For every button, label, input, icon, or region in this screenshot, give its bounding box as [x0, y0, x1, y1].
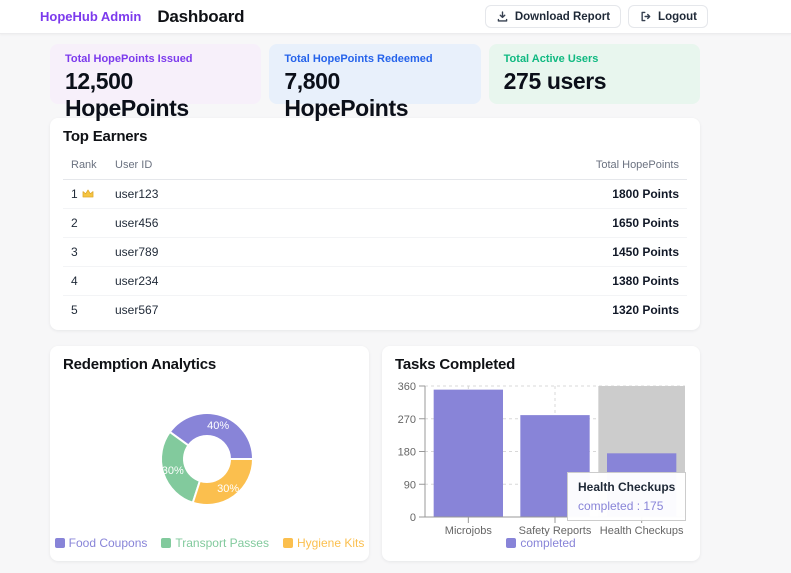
x-axis-label-health-checkups: Health Checkups: [600, 525, 684, 536]
points-cell: 1380 Points: [324, 266, 687, 296]
stat-label: Total HopePoints Issued: [65, 53, 193, 65]
column-user-id: User ID: [107, 150, 325, 180]
legend-swatch: [54, 538, 65, 548]
points-cell: 1800 Points: [324, 179, 687, 209]
pie-slice-food-coupons[interactable]: [168, 412, 254, 460]
charts-row: Redemption Analytics 40% 30% 30% Food Coup…: [50, 346, 700, 561]
stat-card-total-hopepoints-redeemed: Total HopePoints Redeemed 7,800 HopePoint…: [269, 44, 481, 121]
y-axis-tick-label: 90: [404, 479, 416, 491]
logout-button[interactable]: Logout: [628, 5, 708, 28]
rank-cell: 4: [63, 266, 107, 296]
legend-swatch: [506, 538, 517, 548]
user-id-cell: user123: [107, 179, 325, 209]
main-content: Total HopePoints Issued 12,500 HopePoints…: [50, 44, 700, 561]
points-cell: 1450 Points: [324, 237, 687, 267]
top-earners-table: Rank User ID Total HopePoints 1 user123 18…: [63, 150, 687, 324]
y-axis-tick-label: 180: [398, 447, 416, 459]
brand-title: HopeHub Admin: [40, 9, 142, 24]
pie-slice-transport-passes[interactable]: [160, 430, 201, 504]
table-row: 2 user456 1650 Points: [63, 208, 687, 238]
stat-label: Total Active Users: [503, 53, 599, 65]
legend-item-completed: completed: [506, 536, 576, 550]
chart-tooltip: Health Checkups completed : 175: [567, 472, 687, 521]
download-icon: [496, 10, 509, 23]
stat-value: 12,500 HopePoints: [65, 68, 189, 121]
redemption-analytics-panel: Redemption Analytics 40% 30% 30% Food Coup…: [50, 346, 369, 561]
stats-row: Total HopePoints Issued 12,500 HopePoints…: [50, 44, 700, 121]
legend-item-transport-passes: Transport Passes: [161, 536, 269, 550]
pie-value-label: 30%: [217, 483, 239, 495]
pie-value-label: 40%: [207, 420, 229, 432]
rank-cell: 2: [63, 208, 107, 238]
stat-value: 7,800 HopePoints: [284, 68, 409, 121]
stat-card-total-active-users: Total Active Users 275 users: [488, 44, 700, 104]
points-cell: 1320 Points: [612, 303, 679, 317]
column-total-hopepoints: Total HopePoints: [324, 150, 687, 180]
table-row: 4 user234 1380 Points: [63, 266, 687, 296]
tasks-completed-panel: Tasks Completed 0 90 180 270 360 Microjobs Saf…: [382, 346, 700, 561]
table-header-row: Rank User ID Total HopePoints: [63, 150, 687, 180]
stat-value: 275 users: [503, 68, 607, 94]
legend-swatch: [161, 538, 172, 548]
stat-label: Total HopePoints Redeemed: [284, 53, 433, 65]
tooltip-value: completed : 175: [578, 499, 664, 513]
legend-swatch: [282, 538, 293, 548]
table-row: 5 user567 1320 Points: [63, 296, 687, 325]
legend-item-hygiene-kits: Hygiene Kits: [282, 536, 364, 550]
top-earners-panel: Top Earners Rank User ID Total HopePoint…: [50, 118, 700, 330]
header-actions: Download Report Logout: [484, 5, 708, 28]
user-id-cell: user456: [107, 208, 325, 238]
top-earners-title: Top Earners: [63, 128, 148, 145]
rank-cell: 5: [71, 303, 78, 317]
y-axis-tick-label: 0: [410, 512, 416, 524]
user-id-cell: user789: [107, 237, 325, 267]
pie-slice-hygiene-kits[interactable]: [191, 458, 254, 506]
rank-cell: 3: [63, 237, 107, 267]
redemption-analytics-title: Redemption Analytics: [63, 356, 216, 373]
table-row: 3 user789 1450 Points: [63, 237, 687, 267]
table-row: 1 user123 1800 Points: [63, 179, 687, 209]
logout-icon: [639, 10, 652, 23]
pie-legend: Food Coupons Transport Passes Hygiene Kits: [50, 536, 369, 550]
points-cell: 1650 Points: [324, 208, 687, 238]
user-id-cell: user234: [107, 266, 325, 296]
user-id-cell: user567: [115, 303, 159, 317]
redemption-pie-chart: 40% 30% 30%: [160, 412, 254, 506]
tooltip-title: Health Checkups: [578, 480, 676, 494]
crown-icon: [82, 189, 94, 198]
rank-cell: 1: [63, 179, 107, 209]
bar-legend: completed: [382, 536, 700, 550]
tasks-completed-title: Tasks Completed: [395, 356, 516, 373]
x-axis-label-microjobs: Microjobs: [445, 525, 493, 536]
legend-item-food-coupons: Food Coupons: [54, 536, 147, 550]
bar-microjobs[interactable]: [433, 389, 503, 517]
x-axis-label-safety-reports: Safety Reports: [519, 525, 592, 536]
column-rank: Rank: [63, 150, 107, 180]
page-title: Dashboard: [157, 6, 245, 26]
y-axis-tick-label: 270: [398, 414, 416, 426]
stat-card-total-hopepoints-issued: Total HopePoints Issued 12,500 HopePoints: [50, 44, 262, 121]
pie-value-label: 30%: [162, 465, 184, 477]
y-axis-tick-label: 360: [398, 381, 416, 393]
download-report-button[interactable]: Download Report: [484, 5, 622, 28]
app-header: HopeHub Admin Dashboard Download Report …: [0, 0, 791, 34]
